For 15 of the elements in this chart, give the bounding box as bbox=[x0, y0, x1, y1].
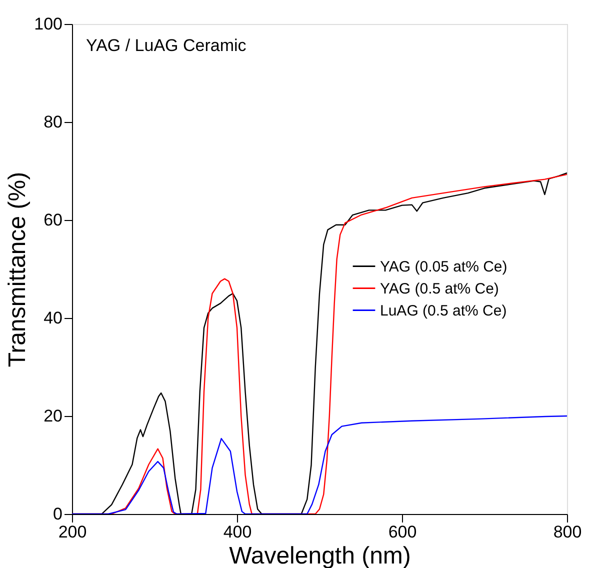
x-tick-label: 800 bbox=[553, 522, 582, 542]
y-tick-label: 80 bbox=[44, 112, 62, 132]
x-tick-label: 200 bbox=[58, 522, 87, 542]
legend-label: YAG (0.5 at% Ce) bbox=[380, 280, 499, 298]
x-tick-label: 400 bbox=[223, 522, 252, 542]
y-tick-label: 40 bbox=[44, 308, 62, 328]
y-tick-label: 0 bbox=[53, 504, 62, 524]
legend-label: LuAG (0.5 at% Ce) bbox=[380, 302, 507, 320]
y-tick-label: 100 bbox=[34, 14, 62, 34]
annotation: YAG / LuAG Ceramic bbox=[86, 36, 247, 55]
y-tick-label: 20 bbox=[44, 406, 62, 426]
legend-label: YAG (0.05 at% Ce) bbox=[380, 258, 508, 276]
x-tick-label: 600 bbox=[388, 522, 417, 542]
y-axis-title: Transmittance (%) bbox=[4, 172, 32, 368]
y-tick-label: 60 bbox=[44, 210, 62, 230]
